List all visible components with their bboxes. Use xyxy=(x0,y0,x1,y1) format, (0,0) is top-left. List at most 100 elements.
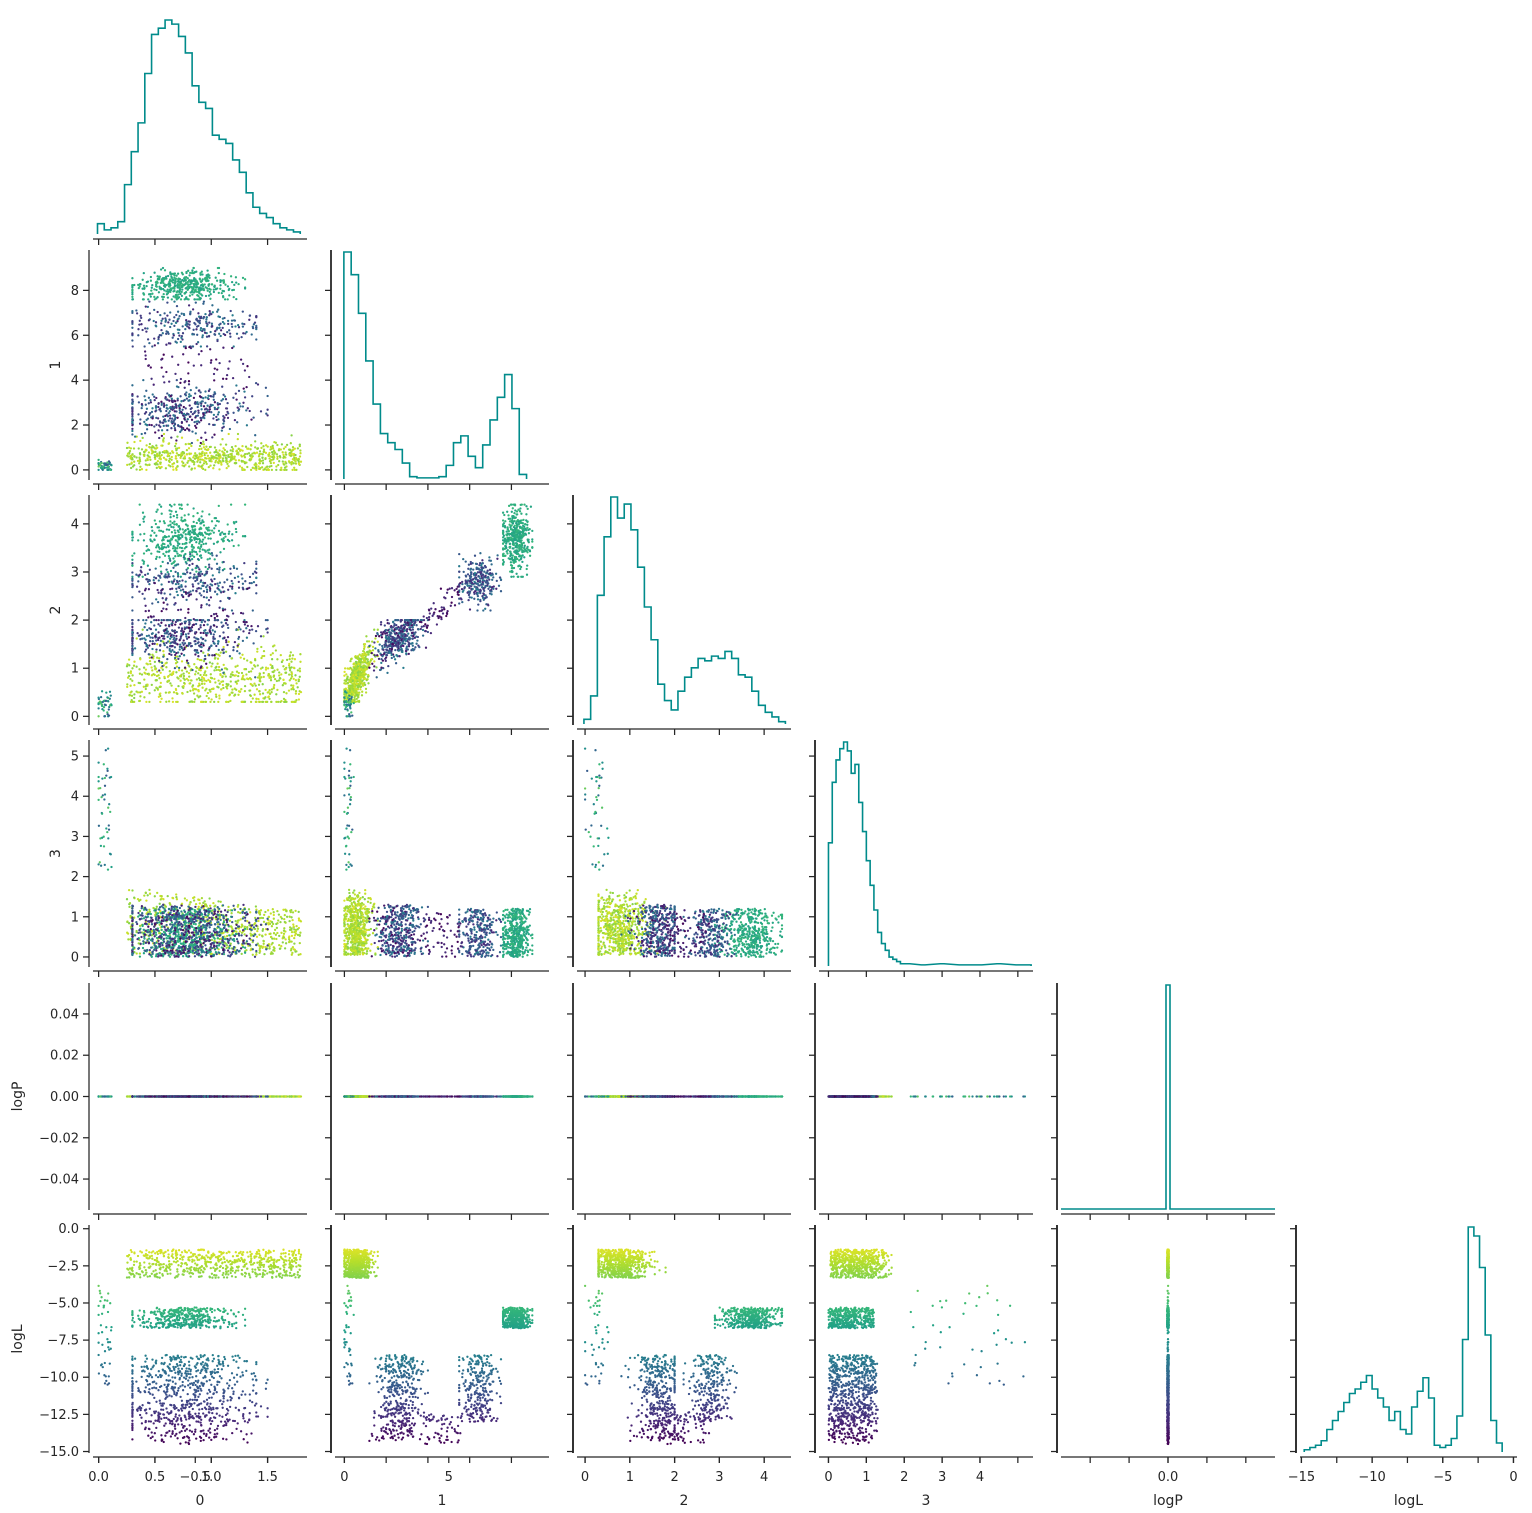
scatter-point xyxy=(247,407,249,409)
scatter-point xyxy=(273,669,275,671)
scatter-point xyxy=(213,391,215,393)
scatter-point xyxy=(280,469,282,471)
scatter-point xyxy=(190,645,192,647)
scatter-point xyxy=(267,691,269,693)
scatter-point xyxy=(193,663,195,665)
scatter-point xyxy=(463,587,465,589)
scatter-point xyxy=(186,397,188,399)
scatter-point xyxy=(160,358,162,360)
scatter-point xyxy=(241,676,243,678)
scatter-point xyxy=(227,285,229,287)
scatter-point xyxy=(175,455,177,457)
scatter-point xyxy=(219,683,221,685)
scatter-point xyxy=(159,692,161,694)
scatter-point xyxy=(160,320,162,322)
scatter-point xyxy=(229,332,231,334)
scatter-point xyxy=(176,341,178,343)
scatter-point xyxy=(291,701,293,703)
scatter-point xyxy=(361,691,363,693)
scatter-point xyxy=(162,553,164,555)
scatter-point xyxy=(150,449,152,451)
scatter-point xyxy=(185,282,187,284)
scatter-point xyxy=(181,547,183,549)
scatter-point xyxy=(251,628,253,630)
scatter-point xyxy=(220,463,222,465)
scatter-point xyxy=(103,715,105,717)
scatter-point xyxy=(232,448,234,450)
scatter-point xyxy=(126,454,128,456)
scatter-point xyxy=(260,657,262,659)
scatter-point xyxy=(222,447,224,449)
scatter-point xyxy=(131,399,133,401)
scatter-point xyxy=(139,283,141,285)
scatter-point xyxy=(175,275,177,277)
scatter-point xyxy=(169,520,171,522)
scatter-point xyxy=(129,457,131,459)
scatter-point xyxy=(198,452,200,454)
scatter-point xyxy=(161,665,163,667)
scatter-point xyxy=(155,289,157,291)
scatter-point xyxy=(231,671,233,673)
scatter-point xyxy=(200,437,202,439)
scatter-point xyxy=(235,392,237,394)
scatter-point xyxy=(181,536,183,538)
scatter-point xyxy=(222,646,224,648)
scatter-point xyxy=(221,292,223,294)
scatter-point xyxy=(219,456,221,458)
scatter-point xyxy=(285,672,287,674)
scatter-point xyxy=(235,298,237,300)
scatter-point xyxy=(280,654,282,656)
scatter-point xyxy=(357,696,359,698)
scatter-point xyxy=(181,288,183,290)
scatter-point xyxy=(221,676,223,678)
scatter-point xyxy=(138,668,140,670)
scatter-point xyxy=(150,666,152,668)
scatter-point xyxy=(231,314,233,316)
scatter-point xyxy=(208,460,210,462)
scatter-point xyxy=(513,531,515,533)
scatter-point xyxy=(97,703,99,705)
scatter-point xyxy=(144,672,146,674)
scatter-point xyxy=(213,373,215,375)
scatter-point xyxy=(178,669,180,671)
scatter-point xyxy=(159,520,161,522)
scatter-point xyxy=(157,574,159,576)
scatter-point xyxy=(186,453,188,455)
scatter-point xyxy=(181,295,183,297)
scatter-point xyxy=(179,646,181,648)
scatter-point xyxy=(269,664,271,666)
scatter-point xyxy=(97,469,99,471)
scatter-point xyxy=(170,543,172,545)
scatter-point xyxy=(131,462,133,464)
scatter-point xyxy=(293,467,295,469)
scatter-point xyxy=(177,399,179,401)
scatter-point xyxy=(244,369,246,371)
panel-1-vs-0: 024681 xyxy=(48,250,307,490)
scatter-point xyxy=(206,603,208,605)
panel-0-vs-0 xyxy=(93,20,307,245)
scatter-point xyxy=(185,633,187,635)
scatter-point xyxy=(143,520,145,522)
scatter-point xyxy=(170,395,172,397)
scatter-point xyxy=(180,411,182,413)
scatter-point xyxy=(166,314,168,316)
scatter-point xyxy=(213,379,215,381)
scatter-point xyxy=(284,466,286,468)
scatter-point xyxy=(344,679,346,681)
scatter-point xyxy=(163,450,165,452)
scatter-point xyxy=(238,581,240,583)
scatter-point xyxy=(153,396,155,398)
scatter-point xyxy=(211,304,213,306)
scatter-point xyxy=(255,584,257,586)
y-tick-label: 1 xyxy=(71,662,79,677)
scatter-point xyxy=(290,442,292,444)
scatter-point xyxy=(205,318,207,320)
scatter-point xyxy=(201,510,203,512)
scatter-point xyxy=(167,275,169,277)
scatter-point xyxy=(506,552,508,554)
scatter-point xyxy=(206,667,208,669)
scatter-point xyxy=(356,683,358,685)
scatter-point xyxy=(170,654,172,656)
scatter-point xyxy=(157,403,159,405)
scatter-point xyxy=(524,528,526,530)
